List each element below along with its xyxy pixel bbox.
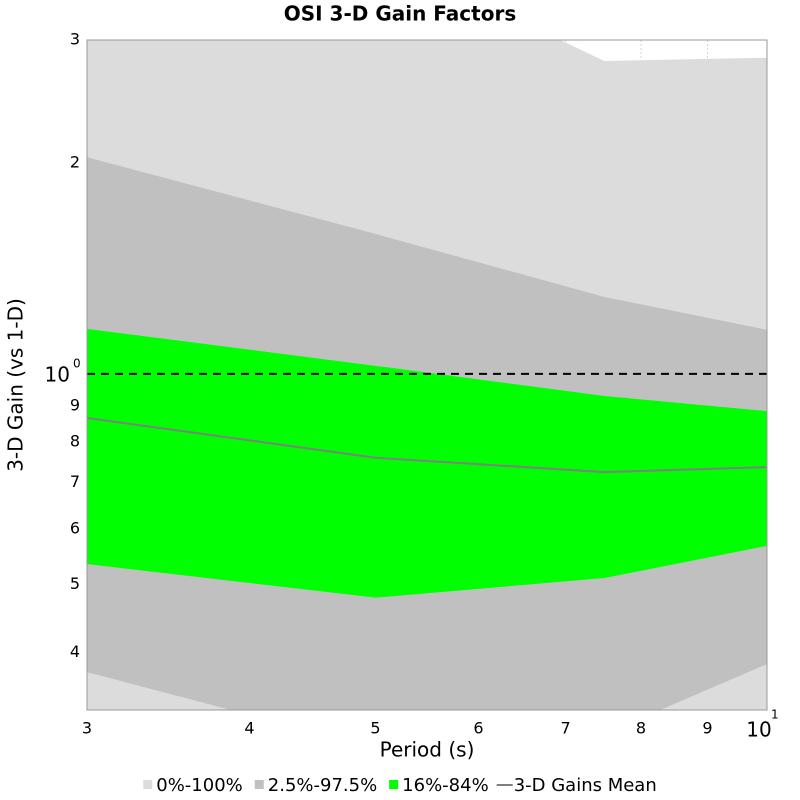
y-tick-label: 5 — [70, 574, 80, 593]
y-tick-label: 6 — [70, 519, 80, 538]
x-tick-label: 9 — [702, 719, 712, 738]
x-tick-label: 8 — [636, 719, 646, 738]
y-tick-label: 2 — [70, 153, 80, 172]
x-tick-label: 7 — [560, 719, 570, 738]
mean-line — [87, 417, 767, 474]
plot-frame — [86, 39, 768, 711]
legend-marker — [389, 780, 399, 789]
legend-label: 16%-84% — [402, 775, 489, 796]
y-tick-label: 10 — [45, 362, 70, 386]
legend: 0%-100% 2.5%-97.5% 16%-84% 3-D Gains Mean — [143, 775, 657, 796]
legend-label: 3-D Gains Mean — [514, 775, 657, 796]
x-axis-label: Period (s) — [380, 738, 475, 762]
x-tick-label: 5 — [370, 719, 380, 738]
legend-label: 0%-100% — [156, 775, 243, 796]
legend-marker — [143, 780, 153, 789]
y-tick-label: 3 — [70, 30, 80, 49]
x-tick-label: 3 — [82, 719, 92, 738]
x-tick-label: 4 — [244, 719, 254, 738]
y-tick-label: 4 — [70, 642, 80, 661]
x-tick-exponent: 1 — [771, 708, 779, 722]
legend-label: 2.5%-97.5% — [268, 775, 377, 796]
legend-marker — [254, 780, 264, 789]
y-tick-exponent: 0 — [73, 356, 81, 370]
x-tick-label: 10 — [746, 718, 771, 742]
y-tick-label: 8 — [70, 431, 80, 450]
y-tick-label: 7 — [70, 472, 80, 491]
y-tick-label: 9 — [70, 395, 80, 414]
plot-area — [87, 40, 767, 710]
y-axis-label: 3-D Gain (vs 1-D) — [4, 298, 28, 472]
band — [87, 328, 767, 598]
chart-title: OSI 3-D Gain Factors — [284, 2, 516, 26]
x-tick-label: 6 — [473, 719, 483, 738]
